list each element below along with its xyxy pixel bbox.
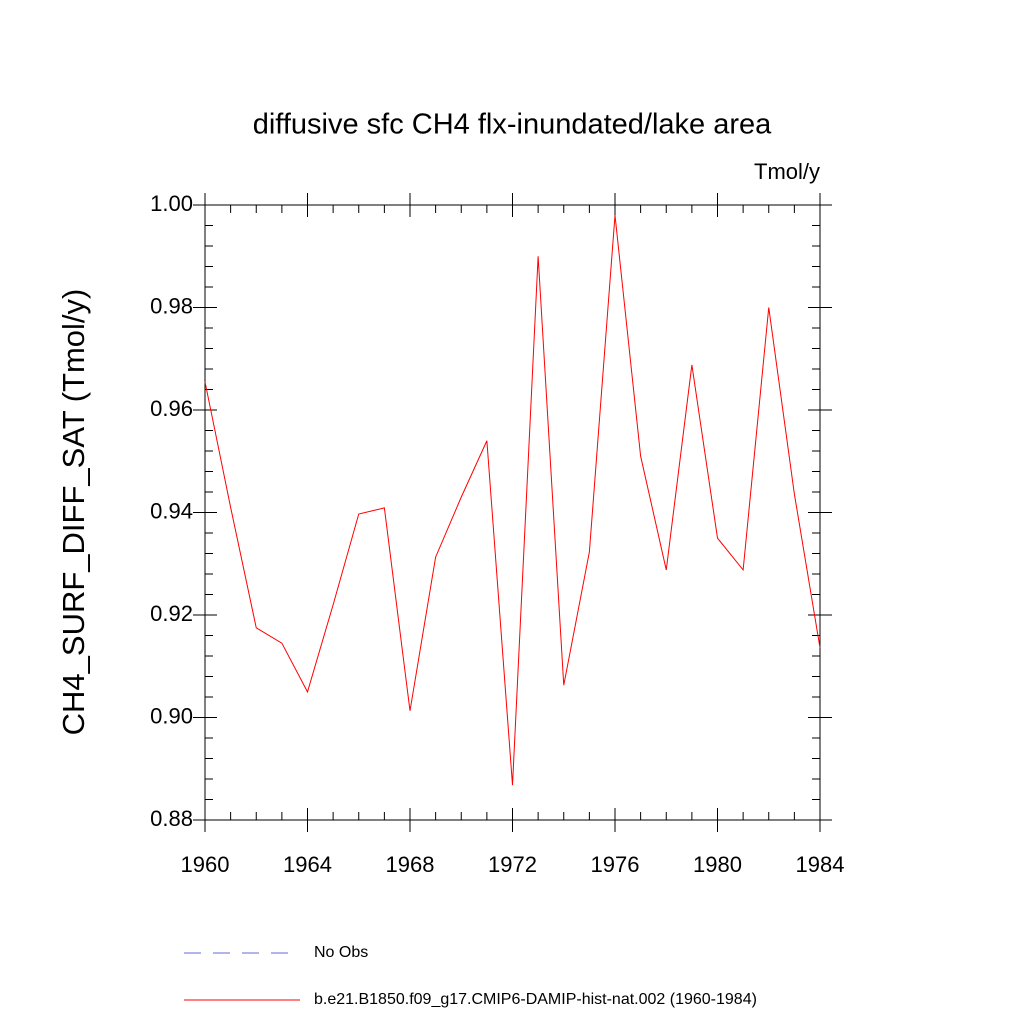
y-tick-label: 0.90	[150, 703, 193, 728]
y-tick-label: 1.00	[150, 191, 193, 216]
x-tick-label: 1964	[283, 852, 332, 877]
x-tick-label: 1968	[386, 852, 435, 877]
x-tick-label: 1972	[488, 852, 537, 877]
data-line	[204, 215, 821, 786]
y-tick-label: 0.88	[150, 806, 193, 831]
y-tick-label: 0.96	[150, 396, 193, 421]
units-label: Tmol/y	[754, 159, 820, 184]
y-axis-label: CH4_SURF_DIFF_SAT (Tmol/y)	[56, 289, 91, 736]
y-tick-label: 0.94	[150, 498, 193, 523]
x-tick-label: 1980	[693, 852, 742, 877]
x-tick-label: 1984	[796, 852, 845, 877]
plot-frame	[204, 204, 821, 821]
y-tick-label: 0.98	[150, 293, 193, 318]
x-tick-label: 1976	[591, 852, 640, 877]
x-tick-label: 1960	[181, 852, 230, 877]
legend-label: b.e21.B1850.f09_g17.CMIP6-DAMIP-hist-nat…	[314, 991, 757, 1008]
y-tick-label: 0.92	[150, 601, 193, 626]
legend-label: No Obs	[314, 944, 368, 961]
chart-title: diffusive sfc CH4 flx-inundated/lake are…	[253, 109, 772, 141]
